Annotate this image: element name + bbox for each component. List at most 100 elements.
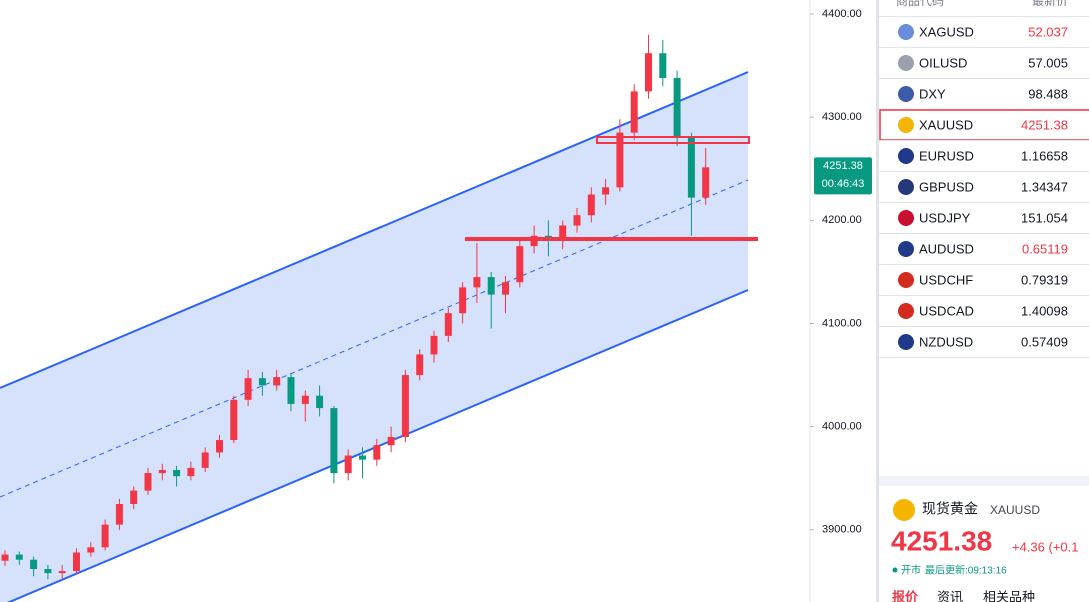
header: 最新价 bbox=[1032, 0, 1068, 8]
detail-name: 现货黄金 bbox=[922, 501, 978, 517]
price: 1.16658 bbox=[1021, 148, 1068, 163]
candle-body bbox=[173, 469, 181, 477]
symbol-icon bbox=[898, 334, 914, 350]
candle-body bbox=[673, 77, 681, 138]
detail-symbol: XAUUSD bbox=[990, 503, 1040, 517]
y-tick-label: 4100.00 bbox=[822, 317, 862, 329]
last-price-label: 4251.38 bbox=[823, 160, 863, 172]
candle-body bbox=[115, 504, 123, 525]
candle-body bbox=[702, 167, 710, 198]
candle-body bbox=[130, 490, 138, 505]
tab[interactable]: 报价 bbox=[892, 589, 919, 602]
symbol[interactable]: EURUSD bbox=[919, 148, 974, 163]
channel-mid bbox=[0, 179, 749, 498]
candle-body bbox=[144, 473, 152, 491]
candle-body bbox=[687, 137, 695, 198]
candle-body bbox=[659, 53, 667, 78]
price: 0.57409 bbox=[1021, 334, 1068, 349]
price: 57.005 bbox=[1028, 55, 1068, 70]
symbol-icon bbox=[898, 272, 914, 288]
candle-body bbox=[602, 187, 610, 195]
symbol[interactable]: OILUSD bbox=[919, 55, 967, 70]
candle-body bbox=[15, 554, 23, 560]
price: 0.79319 bbox=[1021, 272, 1068, 287]
symbol[interactable]: XAGUSD bbox=[919, 24, 974, 39]
price: 1.34347 bbox=[1021, 179, 1068, 194]
header: 商品代码 bbox=[896, 0, 944, 8]
candle-body bbox=[502, 282, 509, 295]
candle-body bbox=[201, 452, 209, 468]
candle-body bbox=[373, 445, 381, 460]
symbol-icon bbox=[898, 55, 914, 71]
candle-body bbox=[587, 194, 595, 216]
channel-upper bbox=[0, 71, 749, 389]
candle-body bbox=[287, 377, 295, 404]
candle-body bbox=[230, 399, 238, 441]
detail-price: 4251.38 bbox=[891, 525, 992, 556]
tab[interactable]: 资讯 bbox=[937, 589, 963, 602]
channel-fill bbox=[0, 72, 748, 602]
candle-body bbox=[316, 395, 324, 409]
status-dot bbox=[892, 567, 898, 573]
price: 0.65119 bbox=[1022, 241, 1068, 256]
candle-body bbox=[30, 559, 38, 569]
candle-body bbox=[58, 571, 66, 574]
symbol-icon bbox=[898, 24, 914, 40]
candle-body bbox=[216, 440, 223, 453]
candle-body bbox=[87, 547, 95, 553]
panel-gap bbox=[879, 476, 1089, 486]
countdown: 00:46:43 bbox=[822, 178, 865, 190]
candle-body bbox=[1, 554, 9, 561]
symbol-icon bbox=[898, 148, 914, 164]
candle-body bbox=[473, 277, 481, 288]
candle-body bbox=[645, 53, 652, 92]
symbol-icon bbox=[898, 86, 914, 102]
candle-body bbox=[330, 408, 338, 474]
symbol-icon bbox=[898, 117, 914, 133]
candle-body bbox=[516, 246, 524, 283]
candle-body bbox=[616, 132, 624, 188]
candle-body bbox=[258, 378, 266, 386]
candle-body bbox=[344, 455, 352, 474]
symbol[interactable]: XAUUSD bbox=[919, 117, 973, 132]
candle-body bbox=[401, 375, 409, 437]
y-tick-label: 4000.00 bbox=[822, 421, 862, 433]
candle-body bbox=[158, 469, 166, 474]
symbol[interactable]: NZDUSD bbox=[919, 334, 973, 349]
support-line bbox=[465, 237, 758, 241]
price: 4251.38 bbox=[1021, 117, 1068, 132]
symbol-icon bbox=[898, 179, 914, 195]
symbol[interactable]: DXY bbox=[919, 86, 946, 101]
symbol[interactable]: USDCAD bbox=[919, 303, 974, 318]
candle-body bbox=[73, 552, 80, 572]
gold-icon bbox=[893, 499, 915, 521]
candle-body bbox=[559, 225, 567, 241]
y-tick-label: 4300.00 bbox=[822, 111, 862, 123]
candle-body bbox=[573, 215, 581, 226]
candle-body bbox=[430, 335, 438, 355]
last-price-tag bbox=[814, 157, 872, 195]
candle-body bbox=[459, 287, 467, 314]
symbol[interactable]: USDCHF bbox=[919, 272, 973, 287]
price: 1.40098 bbox=[1021, 303, 1068, 318]
candle-body bbox=[273, 377, 281, 386]
resistance-zone bbox=[596, 136, 750, 144]
symbol[interactable]: GBPUSD bbox=[919, 179, 974, 194]
price: 52.037 bbox=[1028, 24, 1068, 39]
symbol[interactable]: USDJPY bbox=[919, 210, 971, 225]
candle-body bbox=[44, 568, 52, 574]
symbol-icon bbox=[898, 210, 914, 226]
candle-body bbox=[630, 91, 638, 133]
candle-body bbox=[416, 354, 424, 376]
candle-body bbox=[359, 455, 366, 460]
candle-body bbox=[487, 277, 495, 295]
detail-status: 开市 bbox=[901, 564, 921, 577]
row-selected bbox=[879, 109, 1089, 141]
y-tick-label: 4200.00 bbox=[822, 214, 862, 226]
price: 98.488 bbox=[1028, 86, 1068, 101]
price: 151.054 bbox=[1021, 210, 1068, 225]
candle-body bbox=[101, 524, 109, 548]
symbol[interactable]: AUDUSD bbox=[919, 241, 974, 256]
tab[interactable]: 相关品种 bbox=[983, 589, 1035, 602]
